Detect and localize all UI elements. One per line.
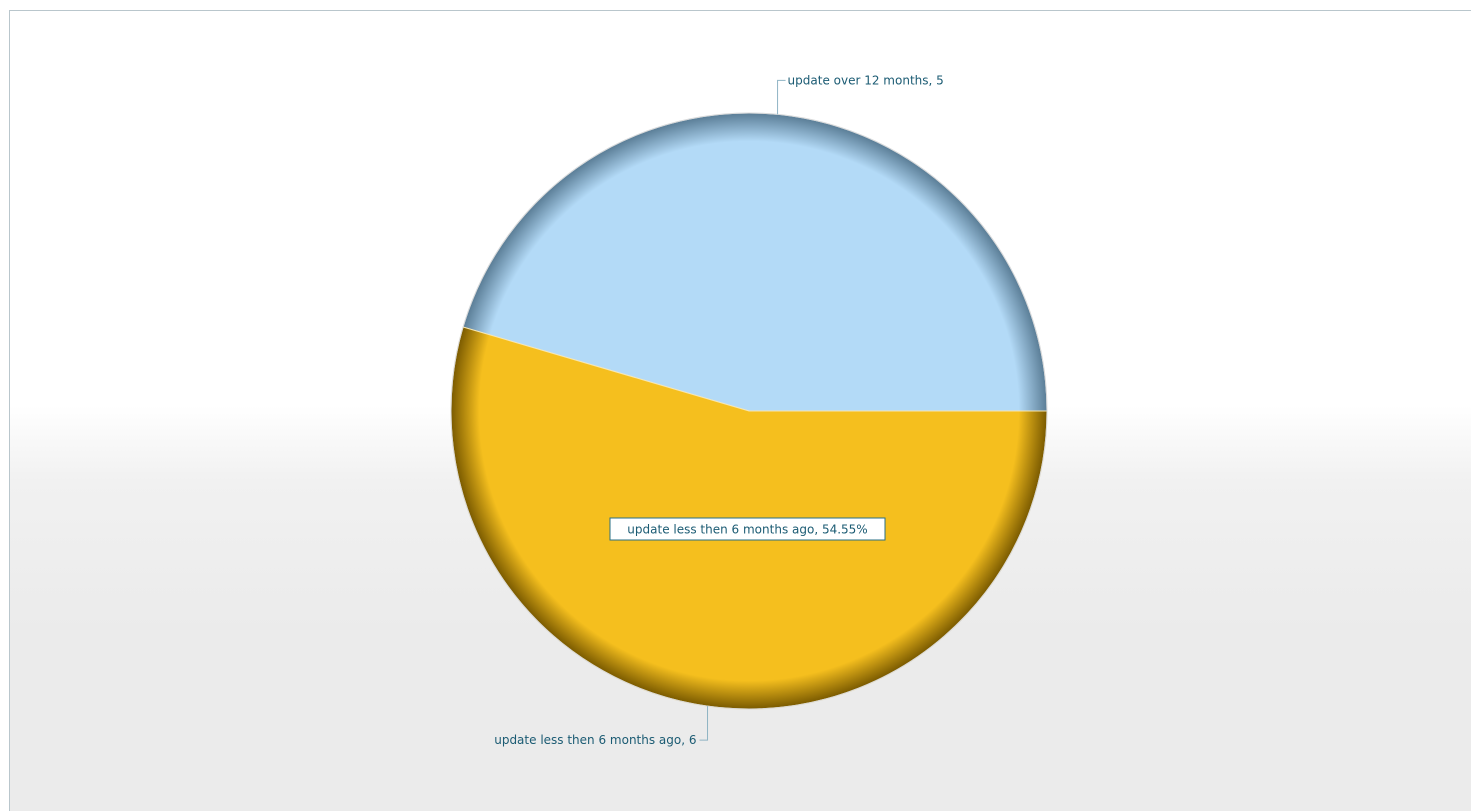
data-label-text-1: update less then 6 months ago, 6 [494, 733, 696, 747]
data-label-0: update over 12 months, 5 [777, 73, 944, 115]
pie-rim [450, 112, 1048, 710]
leader-line-1 [699, 706, 709, 741]
tooltip-text: update less then 6 months ago, 54.55% [627, 523, 867, 537]
leader-line-0 [777, 79, 786, 115]
data-label-1: update less then 6 months ago, 6 [494, 706, 709, 747]
data-label-text-0: update over 12 months, 5 [788, 73, 944, 87]
tooltip: update less then 6 months ago, 54.55% [609, 517, 886, 541]
tooltip-box [609, 517, 886, 541]
